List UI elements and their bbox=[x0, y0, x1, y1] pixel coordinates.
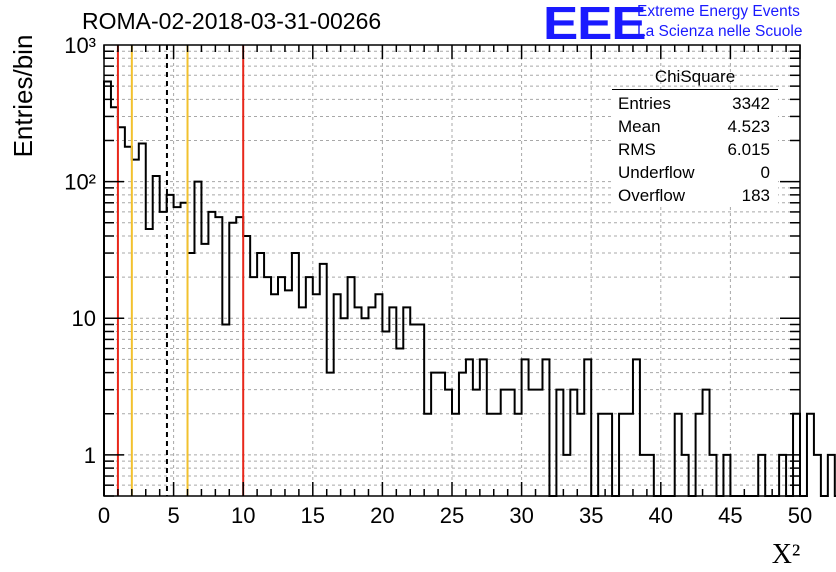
histogram-bin bbox=[285, 290, 292, 496]
stats-label: Entries bbox=[618, 94, 671, 113]
histogram-bin bbox=[306, 277, 313, 496]
histogram-bin bbox=[278, 277, 285, 496]
histogram-bin bbox=[508, 390, 515, 496]
tick-labels: 0 5 10 15 20 25 30 35 40 45 50 1 10 10² 10³ bbox=[64, 33, 812, 528]
axis-ticks bbox=[103, 45, 801, 497]
histogram-bin bbox=[215, 217, 222, 496]
histogram-bin bbox=[828, 455, 835, 496]
stats-row-overflow: Overflow 183 bbox=[612, 184, 778, 207]
histogram-bin bbox=[807, 414, 814, 496]
logo-subtitle-line1: Extreme Energy Events bbox=[637, 3, 800, 20]
histogram-bin bbox=[174, 207, 181, 496]
stats-value: 4.523 bbox=[727, 117, 770, 136]
stats-value: 0 bbox=[760, 163, 770, 182]
histogram-bin bbox=[139, 144, 146, 496]
histogram-bin bbox=[348, 277, 355, 496]
histogram-bin bbox=[257, 253, 264, 496]
x-tick-label: 40 bbox=[649, 503, 673, 528]
stats-box: ChiSquare Entries 3342 Mean 4.523 RMS 6.… bbox=[612, 66, 778, 207]
histogram-bin bbox=[341, 318, 348, 496]
stats-title: ChiSquare bbox=[612, 66, 778, 90]
stats-row-mean: Mean 4.523 bbox=[612, 115, 778, 138]
stats-row-underflow: Underflow 0 bbox=[612, 161, 778, 184]
x-axis-label: X² bbox=[772, 539, 801, 570]
histogram-bin bbox=[501, 390, 508, 496]
histogram-bin bbox=[522, 359, 529, 496]
histogram-bin bbox=[570, 390, 577, 496]
histogram-bin bbox=[633, 359, 640, 496]
y-tick-label: 10 bbox=[72, 306, 96, 331]
y-axis-label: Entries/bin bbox=[8, 35, 38, 158]
histogram-bin bbox=[703, 390, 710, 496]
histogram-bin bbox=[529, 390, 536, 496]
histogram-bin bbox=[292, 253, 299, 496]
x-tick-label: 20 bbox=[370, 503, 394, 528]
x-tick-label: 5 bbox=[167, 503, 179, 528]
x-tick-label: 50 bbox=[788, 503, 812, 528]
histogram-bin bbox=[160, 212, 167, 496]
x-tick-label: 35 bbox=[579, 503, 603, 528]
grid bbox=[104, 45, 800, 496]
x-tick-label: 45 bbox=[718, 503, 742, 528]
x-tick-label: 30 bbox=[509, 503, 533, 528]
x-tick-label: 0 bbox=[98, 503, 110, 528]
histogram-outline bbox=[103, 80, 836, 497]
stats-label: Mean bbox=[618, 117, 661, 136]
histogram-bin bbox=[417, 324, 424, 496]
histogram-bin bbox=[153, 176, 160, 496]
histogram-bin bbox=[327, 373, 334, 496]
histogram-bin bbox=[104, 82, 111, 496]
histogram-bin bbox=[222, 324, 229, 496]
y-tick-label: 10³ bbox=[64, 33, 96, 58]
histogram-bin bbox=[542, 359, 549, 496]
stats-row-rms: RMS 6.015 bbox=[612, 138, 778, 161]
histogram-bin bbox=[459, 373, 466, 496]
histogram-bin bbox=[536, 390, 543, 496]
histogram-bin bbox=[584, 359, 591, 496]
logo-subtitle-line2: La Scienza nelle Scuole bbox=[637, 23, 803, 40]
histogram-bin bbox=[362, 318, 369, 496]
x-tick-label: 15 bbox=[301, 503, 325, 528]
histogram-bin bbox=[264, 277, 271, 496]
histogram-bin bbox=[111, 107, 118, 496]
stats-label: Underflow bbox=[618, 163, 695, 182]
histogram-bin bbox=[118, 127, 125, 496]
stats-value: 3342 bbox=[732, 94, 770, 113]
stats-value: 6.015 bbox=[727, 140, 770, 159]
histogram-bin bbox=[396, 349, 403, 496]
histogram-bin bbox=[410, 324, 417, 496]
stats-label: Overflow bbox=[618, 186, 686, 205]
x-tick-label: 10 bbox=[231, 503, 255, 528]
histogram-bin bbox=[473, 390, 480, 496]
stats-row-entries: Entries 3342 bbox=[612, 92, 778, 115]
histogram-bin bbox=[125, 147, 132, 496]
histogram-bin bbox=[556, 390, 563, 496]
histogram-bin bbox=[243, 236, 250, 496]
stats-label: RMS bbox=[618, 140, 656, 159]
histogram bbox=[103, 80, 836, 497]
run-title: ROMA-02-2018-03-31-00266 bbox=[82, 8, 382, 34]
histogram-bin bbox=[188, 253, 195, 496]
stats-value: 183 bbox=[741, 186, 770, 205]
histogram-bin bbox=[236, 217, 243, 496]
histogram-bin bbox=[181, 203, 188, 496]
y-tick-label: 10² bbox=[64, 170, 96, 195]
histogram-bin bbox=[431, 373, 438, 496]
x-tick-label: 25 bbox=[440, 503, 464, 528]
histogram-bin bbox=[201, 244, 208, 496]
histogram-bin bbox=[438, 373, 445, 496]
reference-lines bbox=[116, 45, 245, 496]
histogram-bin bbox=[445, 390, 452, 496]
histogram-bin bbox=[194, 182, 201, 496]
histogram-bin bbox=[250, 277, 257, 496]
histogram-bin bbox=[814, 455, 821, 496]
y-tick-label: 1 bbox=[84, 443, 96, 468]
histogram-bin bbox=[146, 229, 153, 496]
histogram-bin bbox=[480, 359, 487, 496]
histogram-bin bbox=[132, 160, 139, 496]
histogram-bin bbox=[466, 359, 473, 496]
histogram-bin bbox=[208, 212, 215, 496]
eee-logo: EEE bbox=[543, 0, 647, 49]
